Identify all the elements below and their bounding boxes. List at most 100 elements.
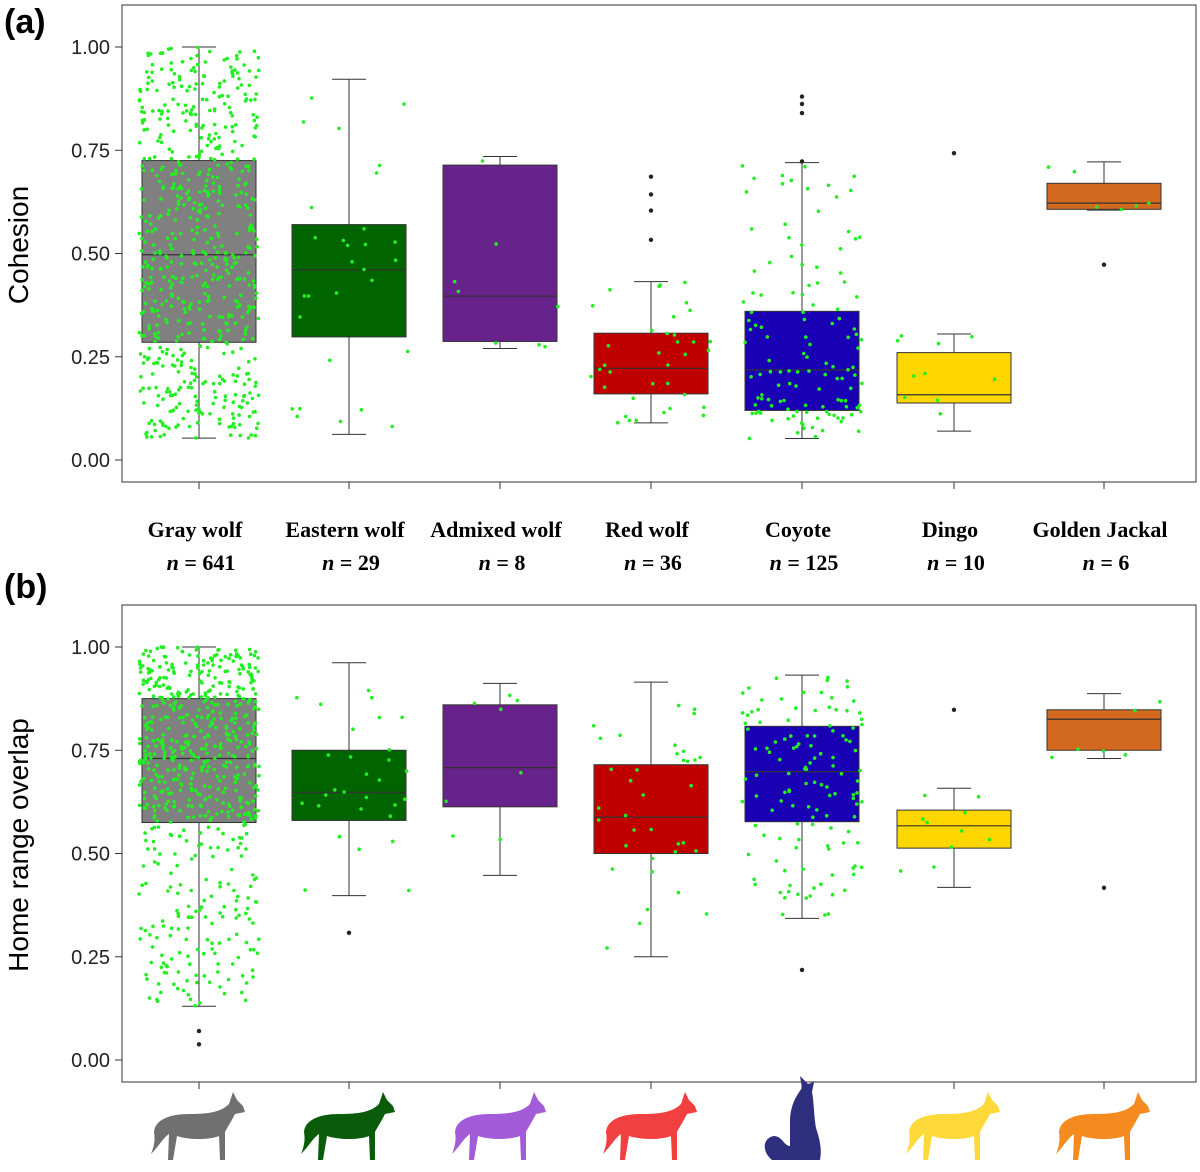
jitter-point [238,433,242,438]
jitter-point [204,743,209,747]
jitter-point [212,157,217,162]
jitter-points [895,334,997,416]
jitter-point [206,809,211,814]
jitter-point [186,322,190,326]
jitter-point [204,268,208,273]
jitter-point [155,646,160,651]
jitter-point [290,407,295,411]
jitter-point [226,814,231,819]
jitter-point [935,398,940,403]
jitter-point [165,347,169,352]
jitter-point [174,425,178,429]
jitter-point [227,105,232,110]
jitter-point [858,711,862,715]
jitter-point [342,790,346,794]
jitter-point [766,397,771,402]
jitter-point [393,258,398,263]
jitter-point [151,839,156,844]
jitter-point [826,183,831,188]
jitter-point [856,346,860,350]
box-red-wolf [589,174,713,425]
jitter-point [830,873,835,877]
jitter-point [152,815,156,820]
box-red-wolf [591,681,709,958]
jitter-point [158,249,162,253]
jitter-point [205,751,209,756]
jitter-point [200,768,204,773]
jitter-point [841,416,845,420]
jitter-point [898,869,903,873]
jitter-point [145,727,149,731]
jitter-point [239,740,244,744]
jitter-point [218,884,222,889]
jitter-point [169,61,173,65]
jitter-point [195,62,200,67]
jitter-point [215,250,220,255]
jitter-point [319,702,323,707]
jitter-point [804,767,809,772]
jitter-point [708,339,713,344]
jitter-point [256,68,261,73]
jitter-point [182,300,187,304]
jitter-point [923,793,927,798]
jitter-point [220,244,224,248]
jitter-point [675,752,679,756]
jitter-point [161,364,165,368]
jitter-point [171,805,176,809]
y-tick-label: 0.00 [71,450,110,472]
jitter-point [248,246,252,251]
jitter-point [387,758,391,762]
panel-letter-a: (a) [4,3,46,41]
jitter-point [176,927,181,931]
jitter-point [157,356,161,361]
jitter-point [206,294,211,299]
jitter-point [257,937,261,941]
jitter-point [831,729,835,733]
jitter-point [205,189,209,194]
jitter-point [151,658,156,663]
jitter-point [254,92,258,96]
outlier-point [196,1028,202,1034]
jitter-point [142,354,147,359]
jitter-point [141,761,146,765]
jitter-point [842,280,847,284]
jitter-point [163,806,167,810]
jitter-point [196,792,200,796]
jitter-point [213,744,217,748]
jitter-point [179,363,184,368]
jitter-point [197,155,201,159]
jitter-point [756,396,760,400]
jitter-point [851,365,855,370]
jitter-point [845,679,849,683]
jitter-point [911,374,916,378]
jitter-point [153,251,157,255]
jitter-point [295,414,300,419]
jitter-point [190,371,194,376]
jitter-point [150,168,155,173]
jitter-point [220,915,225,919]
jitter-point [191,815,196,819]
jitter-point [452,279,457,284]
jitter-point [813,434,818,439]
jitter-point [178,184,182,189]
jitter-point [138,352,143,356]
jitter-point [760,393,764,397]
jitter-point [146,761,150,765]
jitter-point [145,721,150,725]
jitter-point [846,335,850,340]
jitter-point [249,680,253,685]
jitter-point [197,708,201,712]
jitter-point [206,172,210,177]
jitter-point [295,695,299,700]
jitter-point [218,680,222,685]
jitter-points [290,96,410,429]
jitter-point [240,169,244,174]
jitter-point [145,357,150,362]
jitter-point [154,334,158,339]
jitter-point [797,837,801,842]
jitter-point [253,97,257,102]
jitter-point [778,890,783,895]
jitter-point [167,279,172,283]
jitter-point [153,786,157,790]
jitter-point [220,315,225,319]
